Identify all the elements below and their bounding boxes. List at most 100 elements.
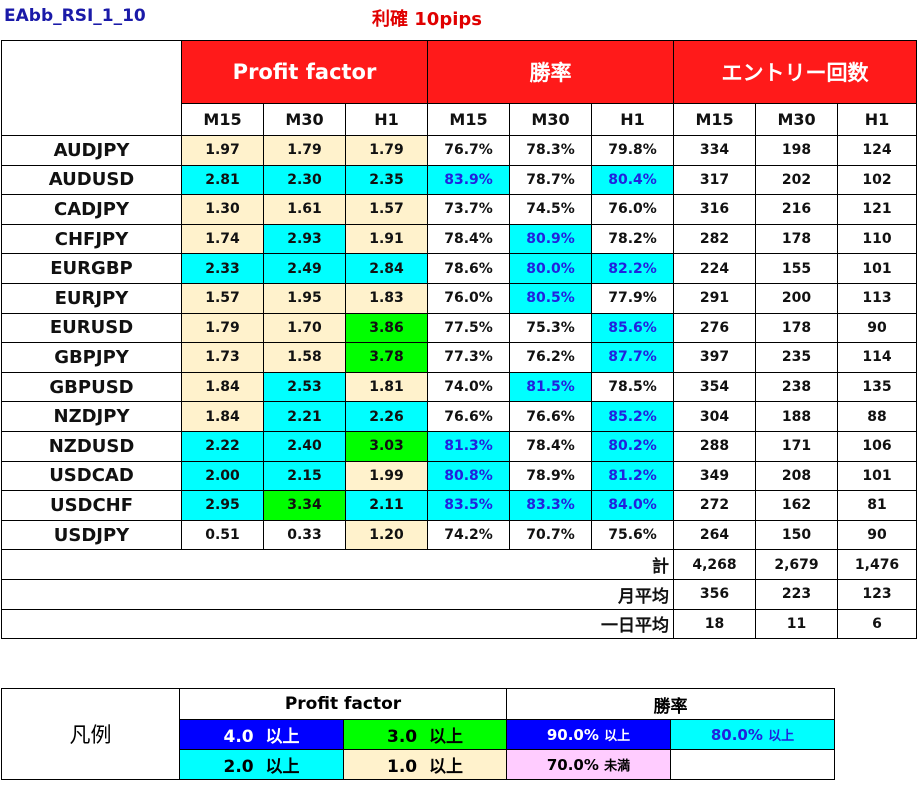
pair-name: USDJPY	[1, 519, 182, 551]
entry-count-cell: 101	[837, 460, 918, 492]
pair-name: EURGBP	[1, 253, 182, 284]
legend-pf-item: 3.0 以上	[343, 719, 507, 750]
entry-count-cell: 334	[673, 135, 757, 166]
profit-factor-cell: 1.57	[344, 194, 429, 225]
entry-count-cell: 198	[755, 135, 839, 166]
win-rate-cell: 78.6%	[427, 253, 511, 284]
profit-factor-cell: 0.51	[181, 519, 264, 551]
entry-count-cell: 178	[755, 312, 839, 344]
entry-count-cell: 188	[755, 401, 839, 432]
profit-factor-cell: 1.74	[181, 223, 264, 255]
win-rate-cell: 81.3%	[427, 430, 511, 462]
legend-pf-item: 2.0 以上	[179, 749, 344, 780]
win-rate-cell: 78.5%	[591, 371, 675, 403]
entry-count-cell: 272	[673, 490, 757, 521]
summary-value: 2,679	[755, 549, 839, 580]
table-row: EURUSD 1.79 1.70 3.86 77.5% 75.3% 85.6% 276 178 9…	[1, 312, 918, 344]
entry-count-cell: 224	[673, 253, 757, 284]
entry-count-cell: 264	[673, 519, 757, 551]
summary-value: 1,476	[837, 549, 918, 580]
pair-name: CADJPY	[1, 194, 182, 225]
profit-factor-cell: 2.40	[263, 430, 346, 462]
win-rate-cell: 78.4%	[427, 223, 511, 255]
legend-pf-item: 1.0 以上	[343, 749, 507, 780]
table-row: GBPJPY 1.73 1.58 3.78 77.3% 76.2% 87.7% 397 235 1…	[1, 342, 918, 373]
profit-factor-cell: 2.53	[263, 371, 346, 403]
table-row: EURGBP 2.33 2.49 2.84 78.6% 80.0% 82.2% 224 155 1…	[1, 253, 918, 284]
entry-count-cell: 235	[755, 342, 839, 373]
win-rate-cell: 74.2%	[427, 519, 511, 551]
legend-title: 凡例	[1, 688, 180, 780]
entry-count-cell: 135	[837, 371, 918, 403]
win-rate-cell: 80.5%	[509, 282, 593, 314]
results-table: Profit factor 勝率 エントリー回数 M15 M30 H1 M15 M30 H…	[0, 40, 918, 640]
profit-factor-cell: 3.03	[344, 430, 429, 462]
win-rate-cell: 75.3%	[509, 312, 593, 344]
table-row: CADJPY 1.30 1.61 1.57 73.7% 74.5% 76.0% 316 216 1…	[1, 194, 918, 225]
profit-factor-cell: 1.79	[181, 312, 264, 344]
profit-factor-cell: 1.91	[344, 223, 429, 255]
table-row: AUDUSD 2.81 2.30 2.35 83.9% 78.7% 80.4% 317 202 1…	[1, 164, 918, 196]
win-rate-cell: 80.0%	[509, 253, 593, 284]
summary-row: 一日平均 18 11 6	[0, 608, 918, 640]
profit-factor-cell: 2.21	[263, 401, 346, 432]
profit-factor-cell: 2.26	[344, 401, 429, 432]
entry-count-cell: 81	[837, 490, 918, 521]
table-row: NZDUSD 2.22 2.40 3.03 81.3% 78.4% 80.2% 288 171 1…	[1, 430, 918, 462]
profit-factor-cell: 1.99	[344, 460, 429, 492]
entry-count-cell: 121	[837, 194, 918, 225]
timeframe-row: M15 M30 H1 M15 M30 H1 M15 M30 H1	[2, 103, 918, 136]
corner-cell	[1, 40, 182, 136]
table-row: EURJPY 1.57 1.95 1.83 76.0% 80.5% 77.9% 291 200 1…	[1, 282, 918, 314]
timeframe-label: H1	[344, 103, 429, 136]
profit-factor-cell: 1.84	[181, 371, 264, 403]
profit-factor-cell: 2.15	[263, 460, 346, 492]
win-rate-cell: 70.7%	[509, 519, 593, 551]
entry-count-cell: 276	[673, 312, 757, 344]
profit-factor-cell: 1.84	[181, 401, 264, 432]
win-rate-cell: 76.6%	[509, 401, 593, 432]
pair-name: CHFJPY	[1, 223, 182, 255]
summary-value: 356	[673, 578, 757, 610]
profit-factor-cell: 3.34	[263, 490, 346, 521]
legend-wr-item: 90.0% 以上	[506, 719, 671, 750]
entry-count-cell: 316	[673, 194, 757, 225]
summary-value: 18	[673, 608, 757, 640]
win-rate-cell: 76.6%	[427, 401, 511, 432]
win-rate-cell: 76.0%	[427, 282, 511, 314]
legend-wr-item: 70.0% 未満	[506, 749, 671, 780]
timeframe-label: M15	[181, 103, 264, 136]
pair-name: USDCAD	[1, 460, 182, 492]
entry-count-cell: 238	[755, 371, 839, 403]
entry-count-cell: 200	[755, 282, 839, 314]
win-rate-cell: 73.7%	[427, 194, 511, 225]
profit-factor-cell: 1.95	[263, 282, 346, 314]
legend-wr-item: 80.0% 以上	[670, 719, 835, 750]
profit-factor-cell: 1.81	[344, 371, 429, 403]
entry-count-cell: 102	[837, 164, 918, 196]
entry-count-cell: 114	[837, 342, 918, 373]
header-row: Profit factor 勝率 エントリー回数	[1, 40, 918, 136]
win-rate-cell: 78.2%	[591, 223, 675, 255]
table-row: NZDJPY 1.84 2.21 2.26 76.6% 76.6% 85.2% 304 188 8…	[1, 401, 918, 432]
win-rate-cell: 80.4%	[591, 164, 675, 196]
legend-row-2: 2.0 以上 1.0 以上 70.0% 未満	[2, 749, 835, 780]
entry-count-cell: 291	[673, 282, 757, 314]
summary-value: 6	[837, 608, 918, 640]
table-row: AUDJPY 1.97 1.79 1.79 76.7% 78.3% 79.8% 334 198 1…	[1, 135, 918, 166]
profit-factor-cell: 2.95	[181, 490, 264, 521]
profit-factor-cell: 2.93	[263, 223, 346, 255]
profit-factor-cell: 3.86	[344, 312, 429, 344]
entry-count-cell: 101	[837, 253, 918, 284]
pair-name: EURJPY	[1, 282, 182, 314]
profit-factor-cell: 2.35	[344, 164, 429, 196]
entry-count-cell: 282	[673, 223, 757, 255]
legend-row-1: 4.0 以上 3.0 以上 90.0% 以上 80.0% 以上	[2, 719, 835, 750]
pair-name: GBPUSD	[1, 371, 182, 403]
entry-count-cell: 171	[755, 430, 839, 462]
profit-factor-cell: 2.84	[344, 253, 429, 284]
win-rate-cell: 74.5%	[509, 194, 593, 225]
report-title: EAbb_RSI_1_10	[4, 6, 146, 26]
summary-row: 計 4,268 2,679 1,476	[0, 549, 918, 580]
win-rate-cell: 74.0%	[427, 371, 511, 403]
